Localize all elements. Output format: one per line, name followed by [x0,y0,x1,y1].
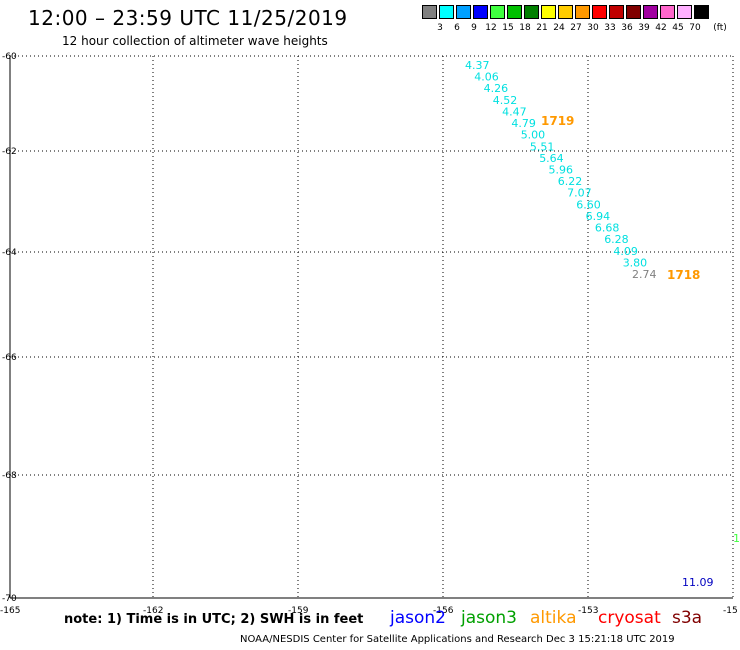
color-scale-label: 45 [672,23,684,33]
color-scale-label: 6 [454,23,460,33]
swh-value: 5.51 [530,140,555,153]
pass-number-label: 1719 [541,114,574,128]
swh-value: 3.80 [623,256,648,269]
latitude-label: -62 [2,147,17,157]
latitude-label: -66 [2,353,17,363]
swh-value: 4.47 [502,105,526,118]
longitude-label: -15 [723,606,738,616]
swh-value: 5.64 [539,152,564,165]
color-scale-label: 42 [655,23,667,33]
swh-value: 2.74 [632,268,657,281]
color-scale-label: 21 [536,23,548,33]
longitude-label: -165 [0,606,20,616]
swh-value: 5.00 [521,129,546,142]
footer-credit: NOAA/NESDIS Center for Satellite Applica… [240,634,675,645]
legend-jason3: jason3 [461,608,517,628]
swh-value: 6.22 [558,175,583,188]
swh-value: 6.28 [604,233,629,246]
swh-value: 5.96 [549,164,574,177]
color-scale-label: 33 [604,23,616,33]
color-swatch [456,5,471,19]
color-swatch [592,5,607,19]
extra-values: 11.09 14 [682,532,740,589]
latitude-labels: -60 -62 -64 -66 -68 -70 [2,52,17,604]
swh-value: 4.09 [613,245,638,258]
legend-cryosat: cryosat [598,608,661,628]
swh-value: 4.52 [493,94,518,107]
color-swatch [524,5,539,19]
swh-value: 7.07 [567,187,592,200]
color-swatch [507,5,522,19]
longitude-label: -153 [578,606,598,616]
color-scale-label: 3 [437,23,443,33]
map-grid [9,55,734,599]
page-title: 12:00 – 23:59 UTC 11/25/2019 [28,6,348,30]
swh-value: 4.26 [484,82,509,95]
swh-value: 6.94 [586,210,611,223]
color-scale-label: 9 [471,23,477,33]
swh-value: 4.37 [465,59,490,72]
color-swatch [694,5,709,19]
color-swatch [677,5,692,19]
longitude-labels: -165 -162 -159 -156 -153 -15 [0,606,738,616]
color-scale-label: 15 [502,23,514,33]
color-scale-unit: (ft) [713,23,727,33]
swh-value: 4.06 [474,71,499,84]
latitude-label: -64 [2,248,17,258]
color-swatch [626,5,641,19]
color-swatch [643,5,658,19]
color-swatch [575,5,590,19]
color-scale-label: 36 [621,23,633,33]
color-scale-label: 39 [638,23,650,33]
color-swatch [473,5,488,19]
color-scale-label: 12 [485,23,497,33]
color-scale-label: 24 [553,23,565,33]
pass-labels: 1719 1718 [541,114,700,282]
longitude-label: -162 [143,606,163,616]
color-swatch [660,5,675,19]
color-scale-label: 27 [570,23,582,33]
color-swatch [490,5,505,19]
color-swatch [422,5,437,19]
color-swatch [609,5,624,19]
color-swatch [541,5,556,19]
swh-value: 11.09 [682,576,714,589]
legend-jason2: jason2 [390,608,446,628]
swh-value: 14 [733,532,740,545]
color-scale-label: 18 [519,23,531,33]
page-subtitle: 12 hour collection of altimeter wave hei… [62,34,328,48]
note-text: note: 1) Time is in UTC; 2) SWH is in fe… [64,612,364,627]
legend-s3a: s3a [672,608,703,628]
swh-value: 6.68 [595,222,620,235]
latitude-label: -60 [2,52,17,62]
longitude-label: -159 [288,606,309,616]
swh-value: 4.79 [511,117,536,130]
swh-value: 6.60 [576,198,601,211]
swh-track: 4.374.064.264.524.474.795.005.515.645.96… [465,59,657,281]
latitude-label: -70 [2,594,17,604]
longitude-label: -156 [433,606,454,616]
color-scale-label: 70 [689,23,701,33]
color-swatch [558,5,573,19]
pass-number-label: 1718 [667,268,700,282]
color-swatch [439,5,454,19]
latitude-label: -68 [2,471,17,481]
color-scale-label: 30 [587,23,599,33]
legend-altika: altika [530,608,577,628]
